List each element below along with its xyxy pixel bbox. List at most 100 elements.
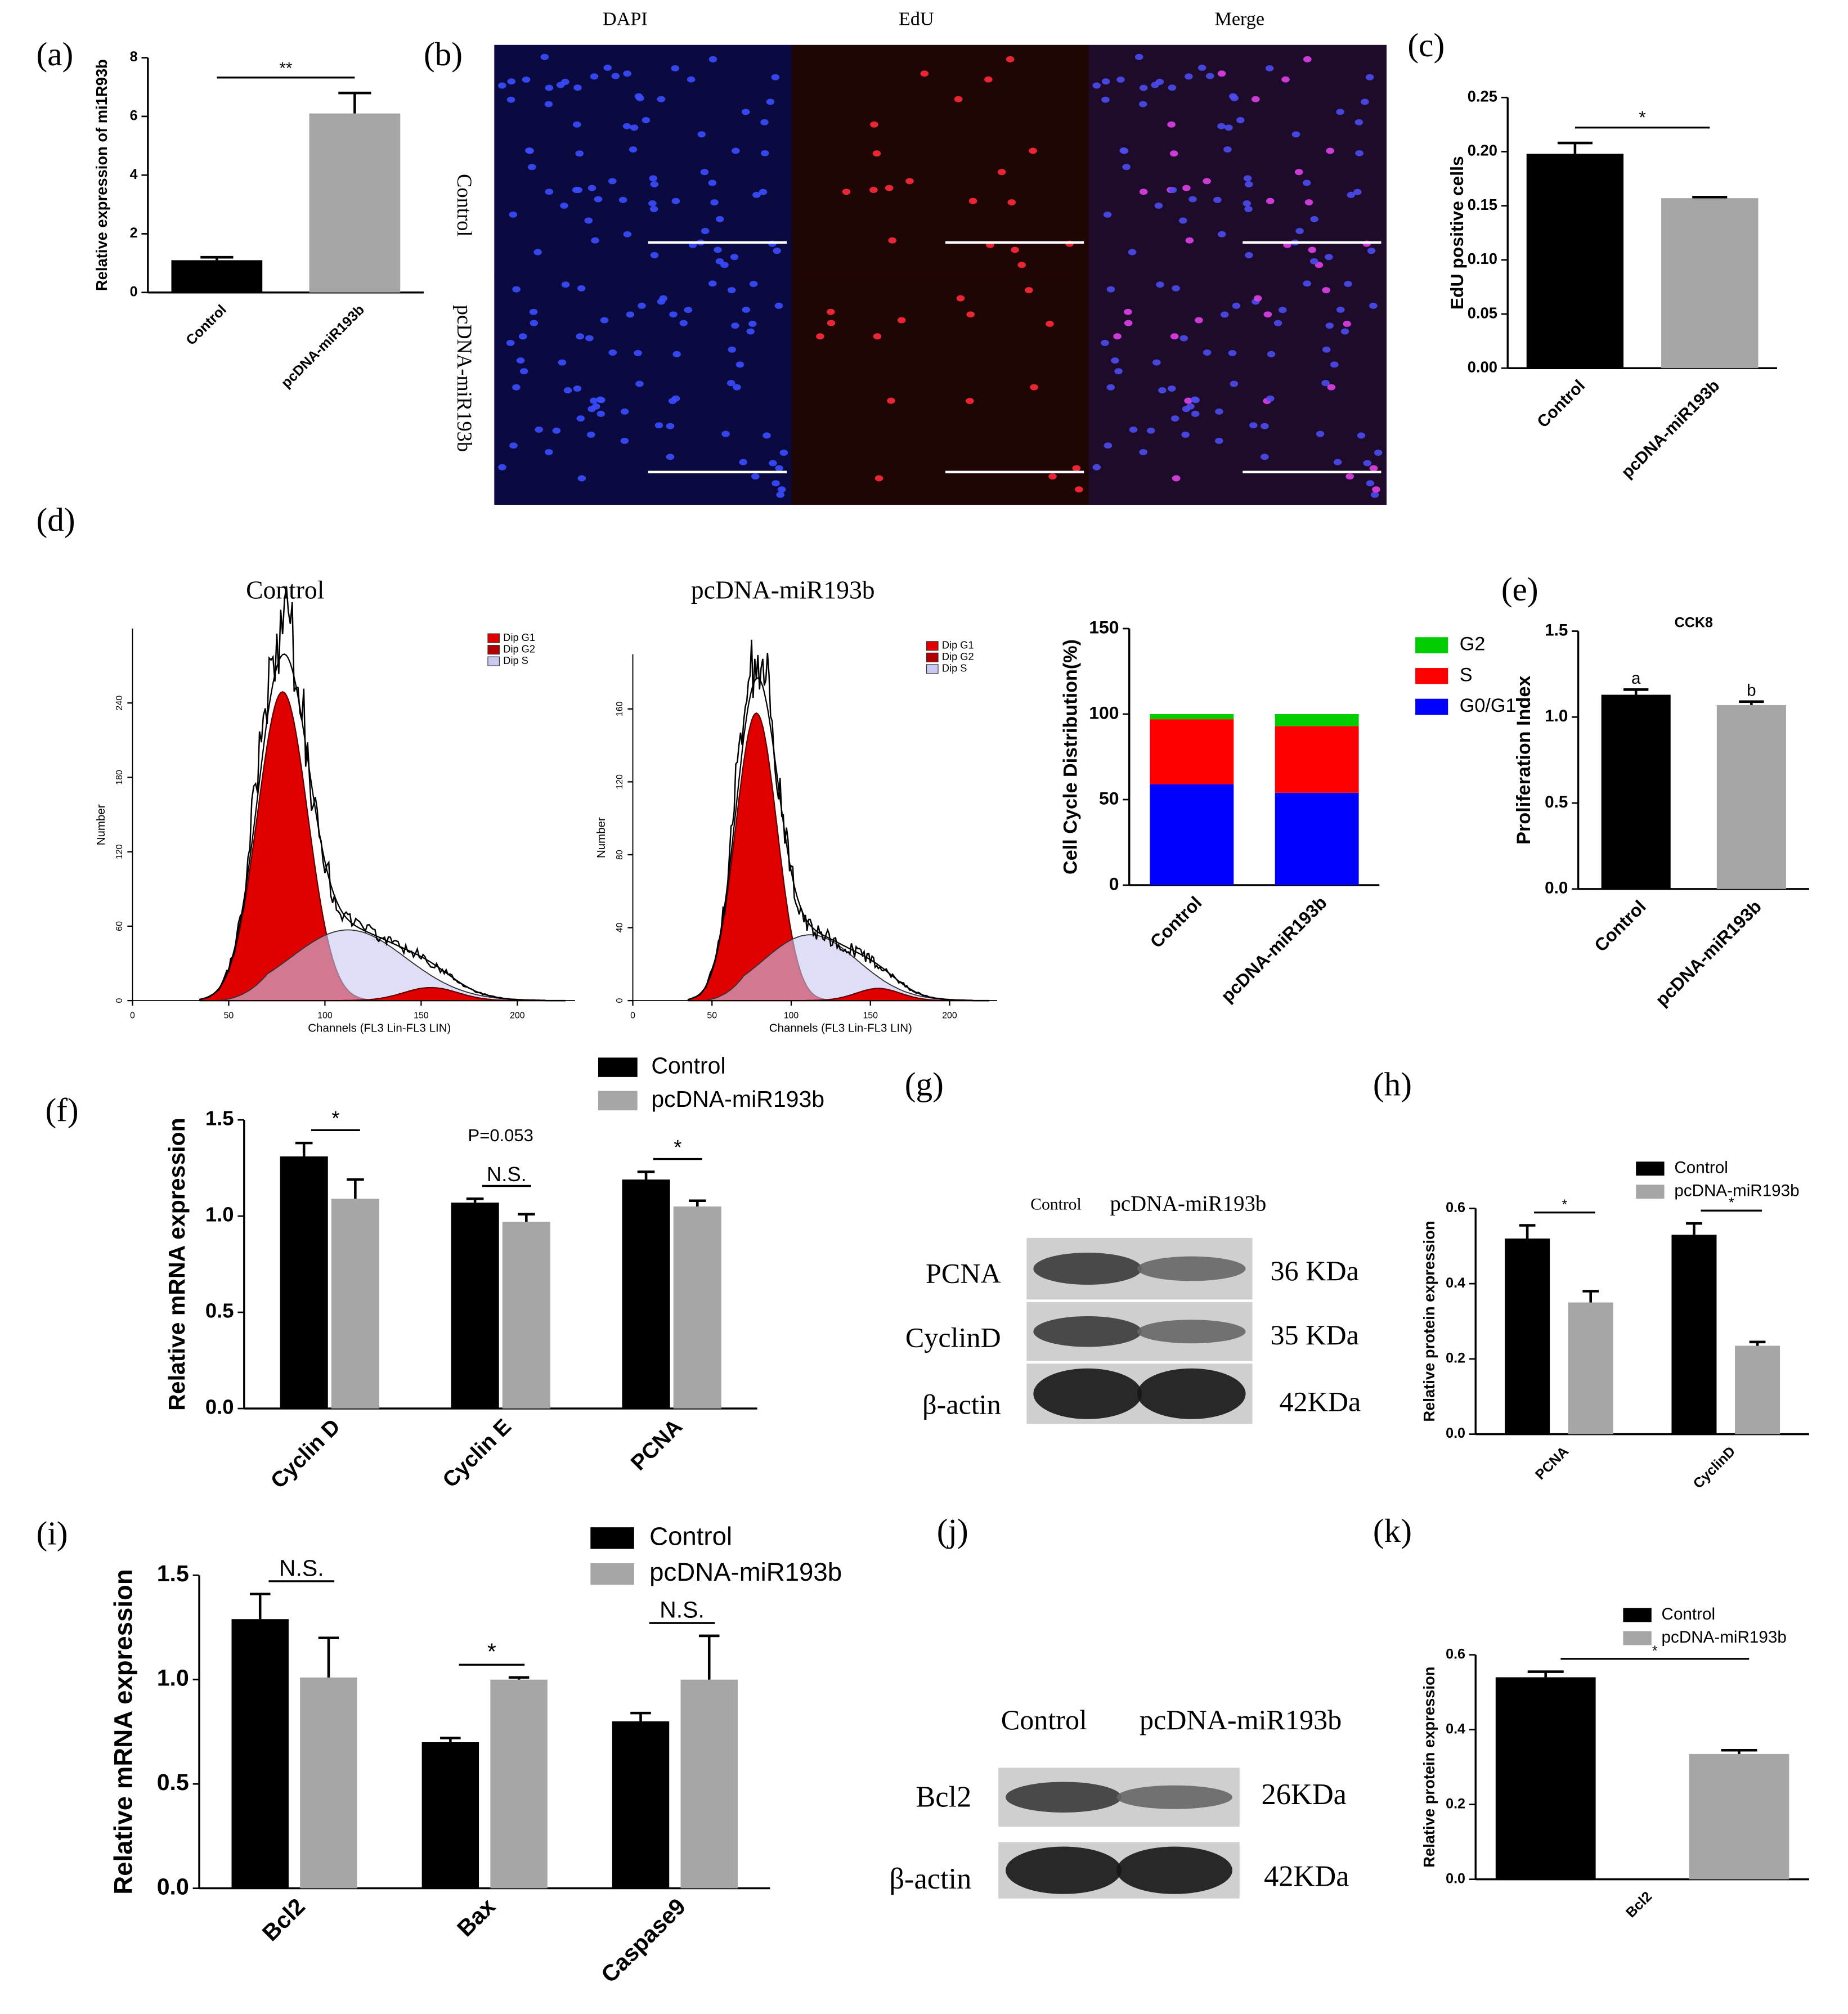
y-axis-label: Relative mRNA expression (164, 1118, 190, 1410)
band-name: β-actin (889, 1863, 971, 1895)
nucleus (1372, 486, 1380, 493)
error-bar (347, 1178, 364, 1199)
y-tick-label: 0 (115, 998, 124, 1003)
panel-label: (k) (1373, 1512, 1412, 1549)
y-tick-label: 0.5 (1545, 793, 1568, 811)
y-tick-label: 1.5 (205, 1107, 234, 1130)
y-tick-label: 0.0 (1446, 1871, 1465, 1886)
nucleus (1281, 76, 1290, 83)
nucleus (498, 82, 506, 89)
bar (1505, 1238, 1550, 1434)
nucleus (1182, 185, 1191, 191)
nucleus (527, 164, 536, 171)
nucleus (1278, 307, 1287, 313)
nucleus (530, 320, 539, 326)
blot-band (1116, 1785, 1232, 1809)
nucleus (518, 333, 527, 340)
flow-title: Control (246, 576, 324, 604)
nucleus (594, 196, 603, 203)
y-tick-label: 80 (615, 850, 625, 860)
nucleus (715, 258, 724, 264)
nucleus (666, 454, 675, 460)
lane-label: Control (1030, 1196, 1082, 1214)
nucleus (742, 306, 751, 313)
nucleus (634, 349, 642, 356)
nucleus (887, 397, 895, 404)
legend-label: Control (1662, 1605, 1716, 1623)
nucleus (575, 150, 584, 157)
y-tick-label: 0.6 (1446, 1646, 1465, 1662)
nucleus (1353, 189, 1362, 195)
nucleus (1217, 231, 1226, 237)
error-bar (1739, 700, 1764, 705)
bar-segment (1275, 726, 1359, 793)
y-tick-label: 240 (115, 696, 124, 711)
nucleus (623, 70, 631, 77)
nucleus (869, 187, 878, 193)
y-tick-label: 40 (615, 923, 625, 933)
y-tick-label: 0.4 (1446, 1275, 1465, 1291)
nucleus (1367, 248, 1376, 254)
nucleus (966, 311, 975, 318)
nucleus (591, 237, 599, 244)
error-bar (200, 255, 234, 261)
y-tick-label: 1.0 (1545, 707, 1568, 725)
nucleus (642, 117, 651, 123)
nucleus (1347, 191, 1356, 198)
error-bar (1721, 1748, 1757, 1754)
nucleus (596, 396, 605, 403)
nucleus (1213, 196, 1222, 203)
y-tick-label: 100 (1089, 702, 1119, 723)
nucleus (603, 64, 612, 71)
nucleus (544, 101, 553, 107)
legend-swatch (926, 641, 939, 651)
nucleus (1101, 339, 1109, 346)
nucleus (1273, 320, 1282, 326)
nucleus (956, 295, 965, 302)
nucleus (920, 70, 929, 77)
nucleus (623, 231, 632, 237)
y-axis-label: Relative protein expression (1420, 1667, 1438, 1868)
nucleus (1185, 237, 1194, 244)
nucleus (509, 211, 518, 218)
nucleus (873, 333, 882, 340)
y-tick-label: 120 (615, 774, 625, 790)
nucleus (512, 384, 521, 391)
nucleus (611, 73, 620, 79)
blot-band (1033, 1253, 1142, 1285)
nucleus (498, 464, 506, 470)
nucleus (732, 147, 740, 154)
bar (309, 113, 401, 293)
nucleus (596, 410, 605, 417)
nucleus (1230, 95, 1239, 101)
nucleus (1156, 281, 1164, 288)
y-tick-label: 8 (130, 49, 138, 65)
y-tick-label: 0.0 (1545, 879, 1568, 898)
nucleus (769, 460, 777, 467)
nucleus (1295, 169, 1303, 176)
x-tick-label: 100 (317, 1011, 333, 1021)
nucleus (679, 320, 688, 326)
nucleus (775, 465, 783, 472)
nucleus (1155, 79, 1164, 85)
nucleus (1017, 262, 1026, 268)
nucleus (1120, 147, 1129, 154)
nucleus (826, 308, 835, 315)
nucleus (669, 311, 678, 318)
y-tick-label: 150 (1089, 617, 1119, 637)
bar (451, 1203, 499, 1409)
error-bar (1519, 1224, 1536, 1239)
nucleus (1361, 98, 1369, 105)
bar (1735, 1345, 1780, 1434)
y-axis-label: Number (595, 817, 608, 858)
nucleus (1354, 119, 1363, 125)
nucleus (1124, 308, 1132, 315)
legend-swatch (598, 1057, 638, 1077)
nucleus (762, 432, 771, 439)
error-bar (1749, 1340, 1766, 1346)
y-tick-label: 180 (115, 770, 124, 785)
nucleus (1029, 147, 1037, 154)
nucleus (671, 395, 680, 402)
nucleus (540, 53, 549, 60)
